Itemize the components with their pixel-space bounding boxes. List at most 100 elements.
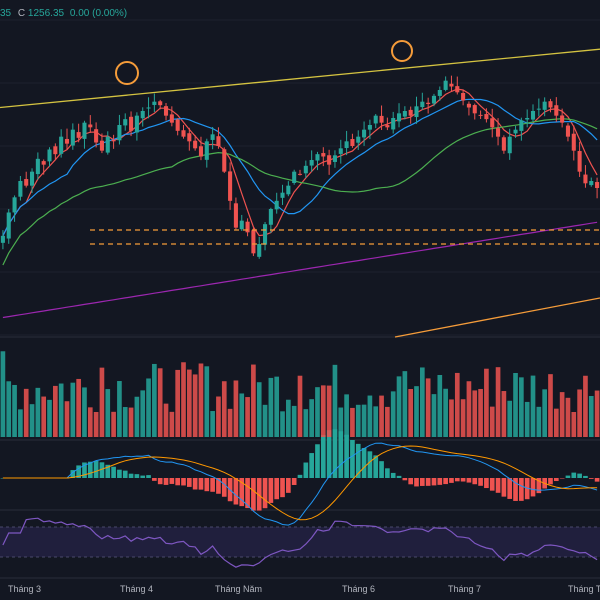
volume-bar: [402, 371, 408, 437]
candle-body: [402, 111, 407, 117]
volume-bar: [385, 406, 390, 437]
candle-body: [53, 146, 58, 155]
volume-bar: [577, 389, 582, 437]
volume-bar: [210, 411, 215, 437]
volume-bar: [501, 391, 507, 437]
macd-histogram-bar: [117, 469, 122, 478]
macd-histogram-bar: [385, 468, 390, 478]
candle-body: [187, 133, 192, 142]
candle-body: [309, 160, 314, 166]
candle-body: [519, 120, 524, 131]
volume-bar: [198, 363, 204, 437]
candle-body: [245, 221, 250, 233]
volume-bar: [192, 374, 198, 437]
macd-histogram-bar: [466, 478, 472, 483]
candle-body: [461, 92, 466, 101]
moving-averages: [2, 88, 598, 319]
volume-bar: [553, 408, 559, 437]
candle-body: [222, 149, 227, 172]
volume-bar: [245, 397, 250, 437]
volume-bar: [583, 375, 588, 437]
candle-body: [501, 137, 506, 151]
x-tick-label: Tháng T: [568, 584, 600, 594]
volume-bar: [175, 369, 180, 437]
candle-body: [146, 107, 151, 109]
macd-histogram-bar: [577, 473, 582, 478]
change-pct: (0.00%): [92, 8, 128, 19]
candle-body: [140, 111, 145, 119]
macd-histogram-bar: [326, 430, 332, 478]
candle-body: [367, 125, 372, 130]
volume-bar: [41, 396, 47, 437]
volume-bar: [542, 389, 547, 437]
volume-bar: [291, 405, 297, 437]
macd-histogram-bar: [146, 475, 151, 478]
candle-body: [280, 192, 285, 198]
candle-body: [263, 224, 268, 245]
candle-body: [94, 129, 99, 143]
candle-body: [12, 197, 17, 213]
macd-histogram-bar: [484, 478, 489, 489]
volume-bar: [58, 383, 64, 437]
volume-bar: [361, 404, 367, 437]
macd-histogram-bar: [274, 478, 280, 500]
volume-bar: [70, 382, 76, 437]
candle-body: [111, 139, 116, 142]
macd-histogram-bar: [489, 478, 495, 491]
candle-body: [70, 129, 75, 146]
volume-bar: [489, 406, 495, 437]
macd-histogram-bar: [460, 478, 466, 482]
candle-body: [64, 138, 70, 144]
volume-bar: [268, 377, 274, 437]
candle-body: [24, 179, 29, 186]
volume-bar: [152, 363, 157, 437]
macd-histogram-bar: [245, 478, 250, 509]
volume-bar: [262, 404, 268, 437]
ma-mid-line: [2, 98, 598, 237]
volume-bar: [367, 395, 373, 437]
macd-histogram-bar: [420, 478, 425, 486]
candle-body: [350, 139, 355, 146]
macd-histogram-bar: [105, 464, 111, 478]
volume-bar: [519, 377, 524, 437]
volume-bar: [0, 351, 6, 437]
candle-body: [47, 149, 52, 162]
volume-bar: [338, 407, 344, 437]
volume-bar: [390, 391, 396, 437]
volume-bar: [53, 385, 58, 437]
candle-body: [181, 130, 186, 137]
candle-body: [565, 125, 570, 137]
candle-body: [286, 185, 291, 195]
macd-histogram-bar: [99, 462, 105, 478]
macd-histogram-bar: [454, 478, 460, 482]
volume-bar: [588, 396, 594, 437]
candle-body: [216, 136, 221, 146]
macd-histogram-bar: [501, 478, 507, 497]
candle-body: [99, 140, 104, 151]
candle-body: [414, 106, 419, 118]
candle-body: [321, 153, 326, 157]
candle-body: [513, 129, 518, 134]
macd-histogram-bar: [198, 478, 204, 490]
volume-bar: [18, 409, 23, 437]
candle-body: [129, 116, 134, 131]
candle-body: [373, 115, 378, 124]
volume-bar: [408, 388, 414, 437]
change-value: 0.00: [69, 8, 90, 19]
volume-bar: [35, 387, 41, 437]
candle-body: [239, 220, 244, 230]
volume-bar: [99, 367, 105, 437]
volume-bar: [425, 378, 431, 437]
candle-body: [571, 133, 576, 151]
candle-body: [35, 158, 40, 175]
macd-histogram-bar: [594, 478, 600, 482]
candle-body: [379, 115, 384, 123]
macd-histogram-bar: [233, 478, 239, 505]
candle-body: [595, 182, 600, 188]
candle-body: [105, 136, 110, 153]
macd-histogram-bar: [76, 465, 81, 478]
volume-bar: [134, 396, 140, 437]
volume-bar: [315, 387, 320, 437]
candle-body: [362, 129, 367, 138]
